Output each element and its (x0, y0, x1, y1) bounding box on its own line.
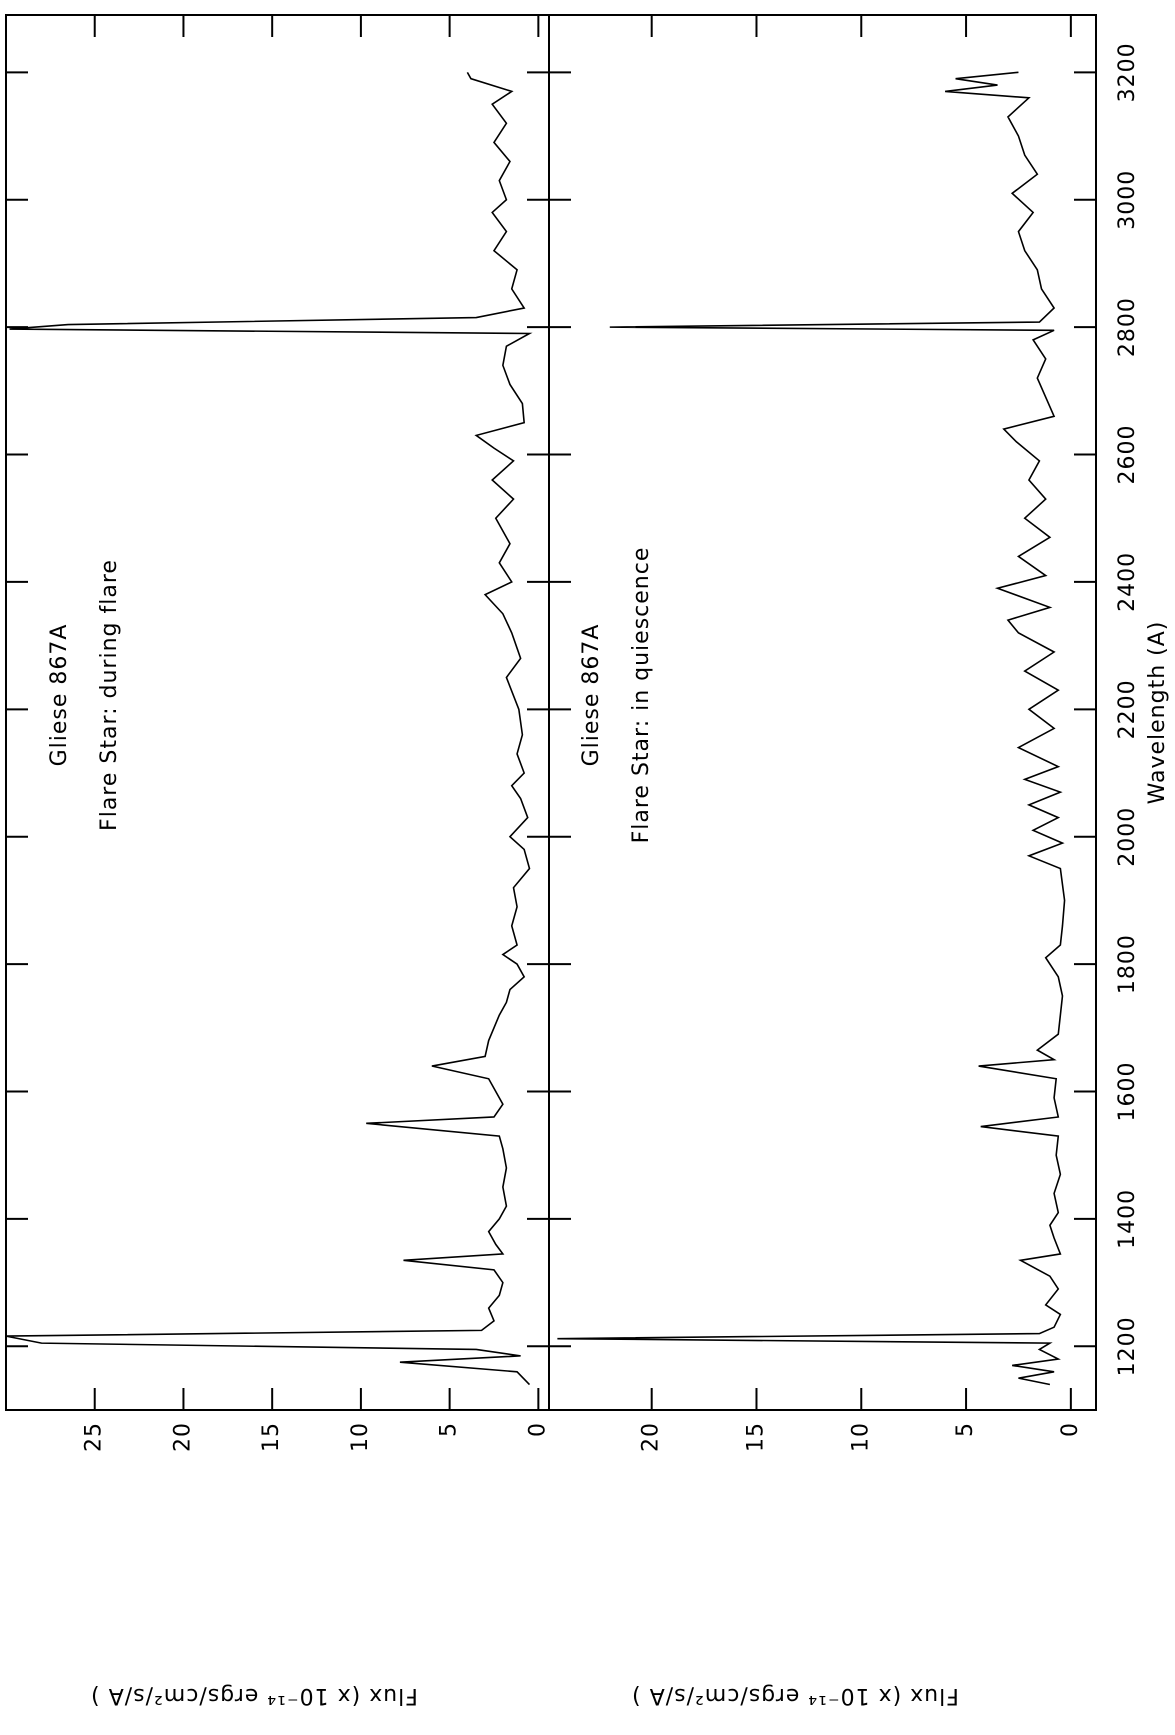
y-tick-label: 15 (259, 1422, 284, 1452)
frame (5, 14, 1097, 1411)
y-axis-label: Flux (x 10⁻¹⁴ ergs/cm²/s/A ) (90, 1683, 418, 1708)
x-axis-label: Wavelength (A) (1145, 621, 1170, 805)
annotation: Flare Star: in quiescence (629, 547, 654, 844)
x-tick-label: 1400 (1115, 1189, 1140, 1249)
annotation: Gliese 867A (47, 624, 72, 767)
x-tick-label: 1600 (1115, 1062, 1140, 1122)
x-tick-label: 2400 (1115, 552, 1140, 612)
spectrum-line (5, 71, 533, 1386)
y-axis-label: Flux (x 10⁻¹⁴ ergs/cm²/s/A ) (631, 1683, 959, 1708)
x-tick-label: 2000 (1115, 807, 1140, 867)
rotated-plot: 0 5 10 15 20 25 Flux (x 10⁻¹⁴ ergs/cm²/s/A ) Gl… (5, 14, 1170, 1708)
annotation: Gliese 867A (579, 624, 604, 767)
spectrum-line (557, 71, 1066, 1386)
annotation: Flare Star: during flare (97, 559, 122, 831)
y-tick-label: 0 (525, 1422, 550, 1437)
y-tick-label: 10 (348, 1422, 373, 1452)
y-tick-label: 25 (82, 1422, 107, 1452)
x-tick-label: 3000 (1115, 170, 1140, 230)
y-tick-label: 20 (639, 1422, 664, 1452)
y-tick-label: 10 (848, 1422, 873, 1452)
y-tick-label: 5 (437, 1422, 462, 1437)
x-tick-label: 2200 (1115, 679, 1140, 739)
y-tick-label: 15 (743, 1422, 768, 1452)
y-tick-label: 0 (1058, 1422, 1083, 1437)
x-tick-label: 1200 (1115, 1316, 1140, 1376)
x-tick-label: 3200 (1115, 42, 1140, 102)
x-tick-label: 1800 (1115, 934, 1140, 994)
y-tick-label: 5 (953, 1422, 978, 1437)
x-tick-label: 2600 (1115, 425, 1140, 485)
y-tick-label: 20 (170, 1422, 195, 1452)
x-tick-label: 2800 (1115, 297, 1140, 357)
